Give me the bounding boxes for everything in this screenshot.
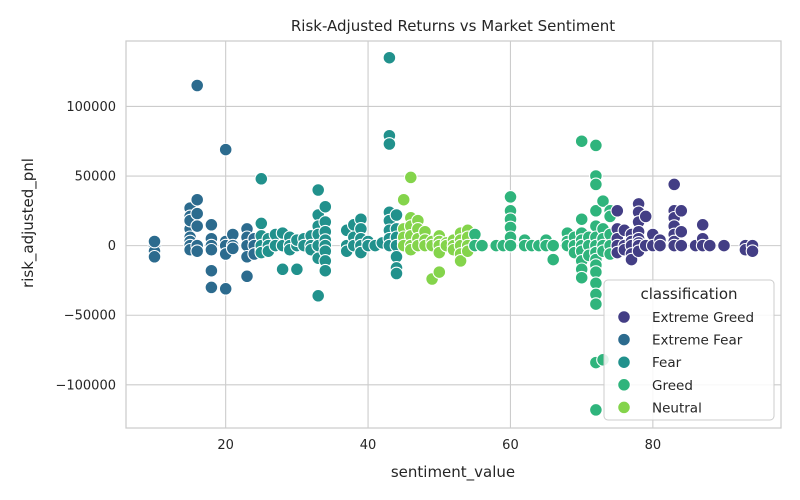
- legend-label: Extreme Fear: [652, 333, 743, 349]
- data-point: [717, 238, 731, 253]
- legend-marker: [617, 355, 631, 370]
- data-point: [546, 238, 561, 253]
- legend-label: Fear: [652, 355, 682, 371]
- data-point: [389, 208, 404, 222]
- y-tick-label: −100000: [55, 378, 116, 393]
- data-point: [589, 138, 603, 153]
- data-point: [204, 242, 219, 257]
- data-point: [745, 244, 760, 259]
- data-point: [574, 270, 589, 285]
- x-tick-label: 80: [645, 438, 662, 453]
- legend: classification Extreme Greed Extreme Fear…: [603, 279, 775, 421]
- data-point: [453, 254, 468, 268]
- y-tick-label: −50000: [64, 309, 116, 324]
- data-point: [254, 216, 269, 231]
- legend-marker: [617, 310, 631, 324]
- data-point: [589, 403, 603, 417]
- data-point: [589, 177, 603, 192]
- data-point: [432, 265, 447, 279]
- data-point: [382, 50, 397, 65]
- data-point: [574, 212, 589, 227]
- data-point: [589, 203, 603, 218]
- y-tick-label: 100000: [66, 100, 116, 115]
- series-neutral: [396, 170, 475, 286]
- legend-entry: Neutral: [617, 400, 702, 416]
- data-point: [218, 281, 233, 296]
- data-point: [311, 183, 326, 197]
- data-point: [204, 280, 219, 295]
- data-point: [204, 263, 219, 278]
- data-point: [225, 241, 240, 256]
- legend-marker: [617, 377, 631, 392]
- data-point: [190, 206, 205, 221]
- data-point: [674, 203, 689, 218]
- x-tick-label: 60: [502, 438, 519, 453]
- legend-entry: Extreme Greed: [617, 310, 754, 326]
- data-point: [503, 190, 518, 204]
- series-greed: [468, 134, 617, 417]
- data-point: [311, 288, 326, 303]
- data-point: [695, 217, 710, 232]
- legend-entry: Greed: [617, 377, 693, 394]
- data-point: [667, 177, 682, 192]
- data-point: [702, 238, 717, 253]
- data-point: [240, 269, 254, 284]
- y-axis-label: risk_adjusted_pnl: [19, 158, 38, 288]
- data-point: [382, 137, 397, 151]
- x-axis-label: sentiment_value: [391, 463, 515, 482]
- legend-label: Neutral: [652, 400, 702, 416]
- data-point: [254, 171, 269, 186]
- points-layer: [147, 50, 760, 417]
- data-point: [610, 203, 625, 218]
- plot-area-frame: [125, 40, 782, 429]
- legend-marker: [617, 332, 631, 347]
- data-point: [574, 134, 589, 149]
- data-point: [546, 252, 561, 267]
- y-tick-label: 0: [108, 239, 116, 254]
- data-point: [403, 170, 418, 185]
- data-point: [275, 262, 290, 277]
- data-point: [674, 238, 689, 253]
- legend-label: Extreme Greed: [652, 310, 754, 326]
- data-point: [290, 262, 304, 277]
- data-point: [190, 219, 205, 233]
- data-point: [638, 209, 653, 224]
- legend-entries: Extreme Greed Extreme Fear Fear Greed Neutra…: [617, 310, 754, 416]
- series-fear: [254, 50, 411, 303]
- data-point: [218, 142, 233, 157]
- data-point: [653, 238, 667, 253]
- data-point: [204, 217, 219, 232]
- x-tick-label: 20: [217, 438, 234, 453]
- data-point: [589, 297, 603, 311]
- legend-title: classification: [640, 285, 737, 303]
- legend-label: Greed: [652, 378, 693, 394]
- series-extreme-greed: [610, 177, 760, 267]
- legend-entry: Extreme Fear: [617, 332, 743, 349]
- data-point: [396, 192, 411, 207]
- data-point: [147, 249, 162, 264]
- ticks-layer: 20 40 60 80 −100000 −50000 0 50000 100000: [55, 100, 661, 453]
- data-point: [674, 224, 689, 239]
- chart-title: Risk-Adjusted Returns vs Market Sentimen…: [291, 17, 615, 35]
- data-point: [503, 238, 518, 253]
- data-point: [389, 266, 404, 281]
- data-point: [318, 263, 333, 278]
- data-point: [596, 194, 610, 208]
- data-point: [190, 78, 205, 93]
- legend-box: [603, 279, 775, 421]
- data-point: [147, 234, 162, 249]
- data-point: [190, 244, 205, 259]
- y-tick-label: 50000: [75, 170, 116, 185]
- legend-marker: [617, 400, 631, 415]
- legend-entry: Fear: [617, 355, 682, 371]
- data-point: [318, 199, 333, 214]
- x-tick-label: 40: [360, 438, 377, 453]
- data-point: [190, 192, 205, 207]
- data-point: [475, 238, 489, 253]
